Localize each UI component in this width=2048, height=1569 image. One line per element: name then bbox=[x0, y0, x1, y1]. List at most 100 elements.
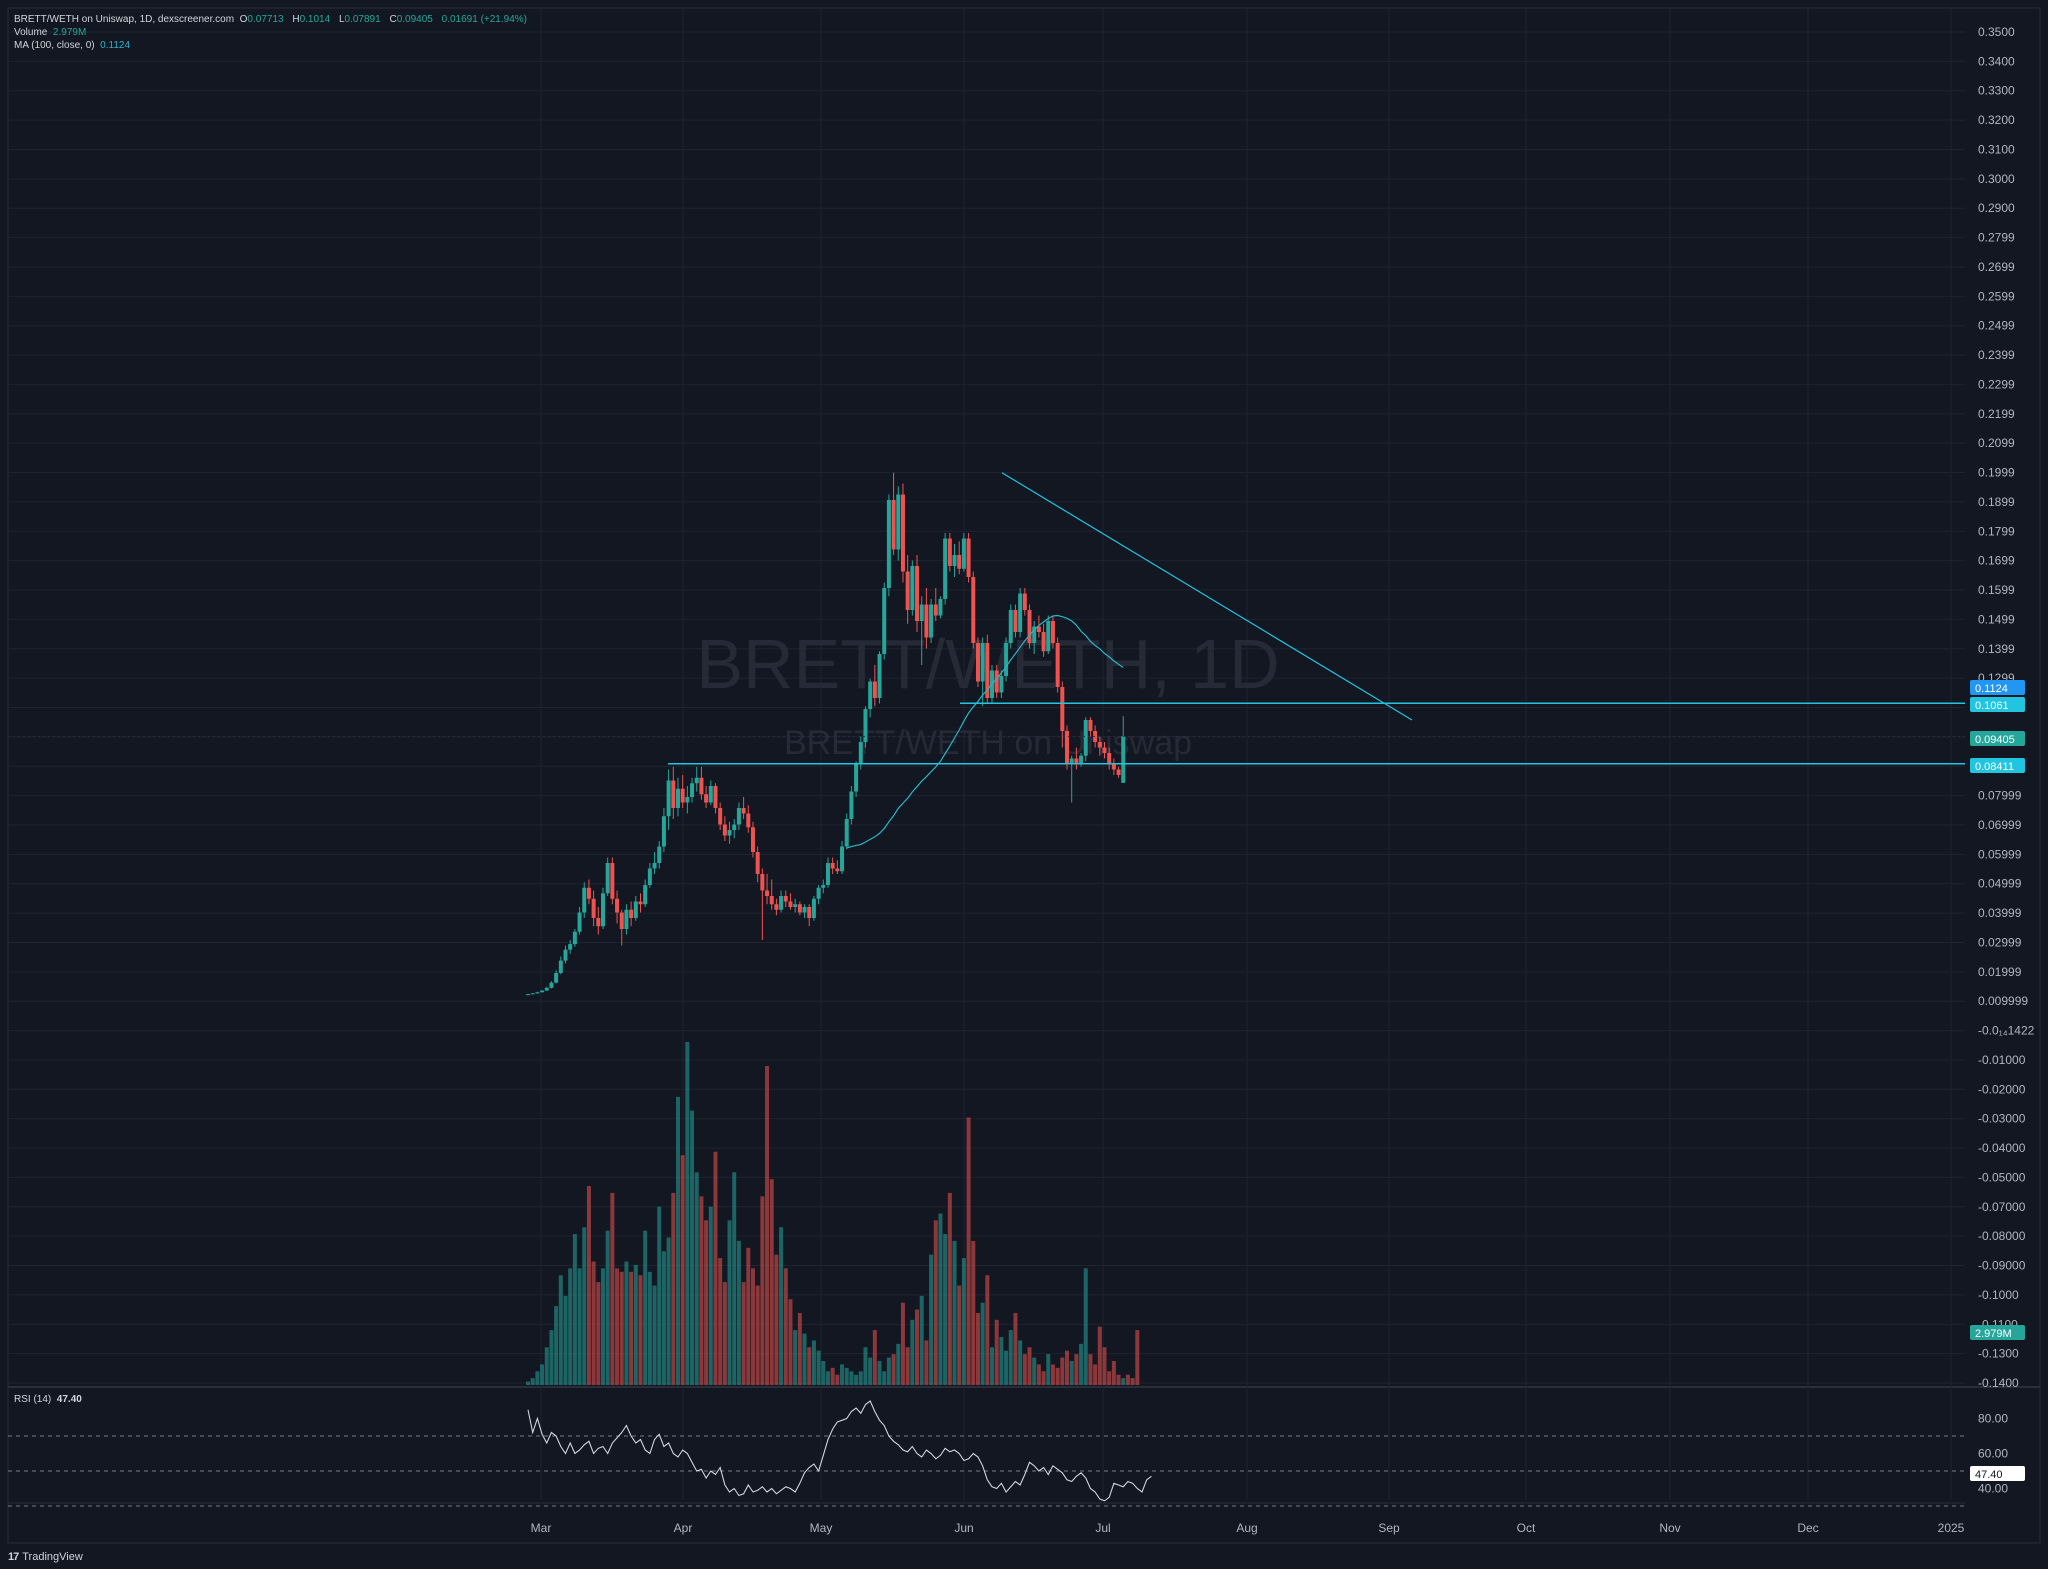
tradingview-logo[interactable]: 17 TradingView bbox=[8, 1551, 83, 1563]
price-tick-label: -0.1300 bbox=[1978, 1347, 2019, 1361]
candle-body bbox=[1079, 755, 1084, 764]
price-tick-label: 0.1799 bbox=[1978, 524, 2015, 538]
candle-body bbox=[844, 819, 849, 847]
volume-bar bbox=[638, 1275, 643, 1385]
candle-body bbox=[694, 777, 699, 784]
candle-body bbox=[1055, 643, 1060, 687]
volume-bar bbox=[1004, 1350, 1009, 1385]
volume-bar bbox=[652, 1285, 657, 1385]
volume-bar bbox=[600, 1268, 605, 1385]
open-label: O bbox=[239, 14, 248, 25]
open-value: 0.07713 bbox=[247, 14, 284, 25]
volume-bar bbox=[554, 1306, 559, 1385]
high-label: H bbox=[292, 14, 300, 25]
candle-body bbox=[1032, 626, 1037, 643]
rsi-legend[interactable]: RSI (14) 47.40 bbox=[14, 1394, 82, 1405]
volume-bar bbox=[779, 1227, 784, 1385]
volume-bar bbox=[877, 1360, 882, 1385]
price-tick-label: -0.04000 bbox=[1978, 1141, 2026, 1155]
volume-bar bbox=[854, 1374, 859, 1385]
symbol-legend[interactable]: BRETT/WETH on Uniswap, 1D, dexscreener.c… bbox=[14, 14, 533, 25]
symbol-title[interactable]: BRETT/WETH on Uniswap, 1D, dexscreener.c… bbox=[14, 14, 235, 25]
volume-bar bbox=[1032, 1357, 1037, 1385]
price-tick-label: 0.3500 bbox=[1978, 25, 2015, 39]
candle-body bbox=[952, 555, 957, 566]
candle-body bbox=[675, 788, 680, 808]
horizontal-levels[interactable] bbox=[8, 702, 1965, 765]
volume-bar bbox=[741, 1282, 746, 1385]
volume-bar bbox=[1074, 1354, 1079, 1385]
candle-body bbox=[1111, 764, 1116, 770]
volume-bar bbox=[952, 1240, 957, 1385]
volume-bar bbox=[1036, 1364, 1041, 1385]
volume-bar bbox=[530, 1378, 535, 1385]
volume-bar bbox=[572, 1234, 577, 1385]
candle-body bbox=[586, 887, 591, 899]
candle-body bbox=[769, 896, 774, 905]
candle-body bbox=[624, 909, 629, 929]
time-tick-label: Jul bbox=[1095, 1521, 1110, 1535]
volume-bar bbox=[1107, 1371, 1112, 1385]
candle-body bbox=[708, 786, 713, 803]
candle-body bbox=[760, 874, 765, 891]
volume-bar bbox=[783, 1268, 788, 1385]
price-tick-label: 0.2900 bbox=[1978, 201, 2015, 215]
time-tick-label: Dec bbox=[1797, 1521, 1818, 1535]
price-tick-label: 0.02999 bbox=[1978, 935, 2022, 949]
volume-bar bbox=[563, 1295, 568, 1385]
volume-bars bbox=[526, 1042, 1140, 1385]
price-tick-label: 0.01999 bbox=[1978, 965, 2022, 979]
price-tick-label: -0.07000 bbox=[1978, 1200, 2026, 1214]
volume-bar bbox=[788, 1299, 793, 1385]
price-tick-label: 0.2599 bbox=[1978, 289, 2015, 303]
volume-label: Volume bbox=[14, 27, 48, 38]
ma-100-line[interactable] bbox=[846, 614, 1124, 849]
volume-bar bbox=[900, 1302, 905, 1385]
candle-body bbox=[882, 588, 887, 654]
rsi-value: 47.40 bbox=[56, 1394, 82, 1405]
candle-body bbox=[779, 896, 784, 910]
candle-body bbox=[811, 898, 816, 918]
volume-bar bbox=[816, 1350, 821, 1385]
candle-body bbox=[891, 500, 896, 550]
volume-bar bbox=[544, 1347, 549, 1385]
candle-body bbox=[1088, 720, 1093, 731]
volume-bar bbox=[540, 1364, 545, 1385]
candle-body bbox=[619, 912, 624, 929]
candle-body bbox=[849, 791, 854, 819]
candlesticks bbox=[526, 472, 1126, 996]
candle-body bbox=[704, 794, 709, 803]
candle-body bbox=[783, 896, 788, 902]
candle-body bbox=[821, 885, 826, 888]
rsi-line bbox=[527, 1400, 1152, 1502]
price-tick-label: 0.2799 bbox=[1978, 231, 2015, 245]
price-tick-label: 0.2499 bbox=[1978, 319, 2015, 333]
candle-body bbox=[933, 604, 938, 616]
volume-legend[interactable]: Volume 2.979M bbox=[14, 27, 92, 38]
volume-bar bbox=[750, 1268, 755, 1385]
candle-body bbox=[919, 604, 924, 621]
ma-label: MA (100, close, 0) bbox=[14, 40, 95, 51]
price-tick-label: 0.1399 bbox=[1978, 642, 2015, 656]
trendline-drawing[interactable] bbox=[1001, 472, 1413, 721]
ma-legend[interactable]: MA (100, close, 0) 0.1124 bbox=[14, 40, 130, 51]
candle-body bbox=[868, 681, 873, 709]
candle-body bbox=[938, 599, 943, 616]
volume-bar bbox=[938, 1213, 943, 1385]
candle-body bbox=[633, 901, 638, 918]
candle-body bbox=[638, 901, 643, 905]
candle-body bbox=[957, 555, 962, 569]
time-axis[interactable]: Mar Apr May Jun Jul Aug Sep Oct Nov Dec 2025 bbox=[8, 1502, 1965, 1535]
volume-bar bbox=[840, 1364, 845, 1385]
candle-body bbox=[554, 973, 559, 983]
price-tick-label: -0.03000 bbox=[1978, 1112, 2026, 1126]
candle-body bbox=[825, 863, 830, 885]
candle-body bbox=[615, 898, 620, 913]
candle-body bbox=[966, 538, 971, 577]
rsi-tick-label: 60.00 bbox=[1978, 1447, 2008, 1461]
volume-bar bbox=[685, 1042, 690, 1385]
price-tick-label: 0.04999 bbox=[1978, 877, 2022, 891]
candle-body bbox=[652, 863, 657, 869]
volume-bar bbox=[830, 1367, 835, 1385]
